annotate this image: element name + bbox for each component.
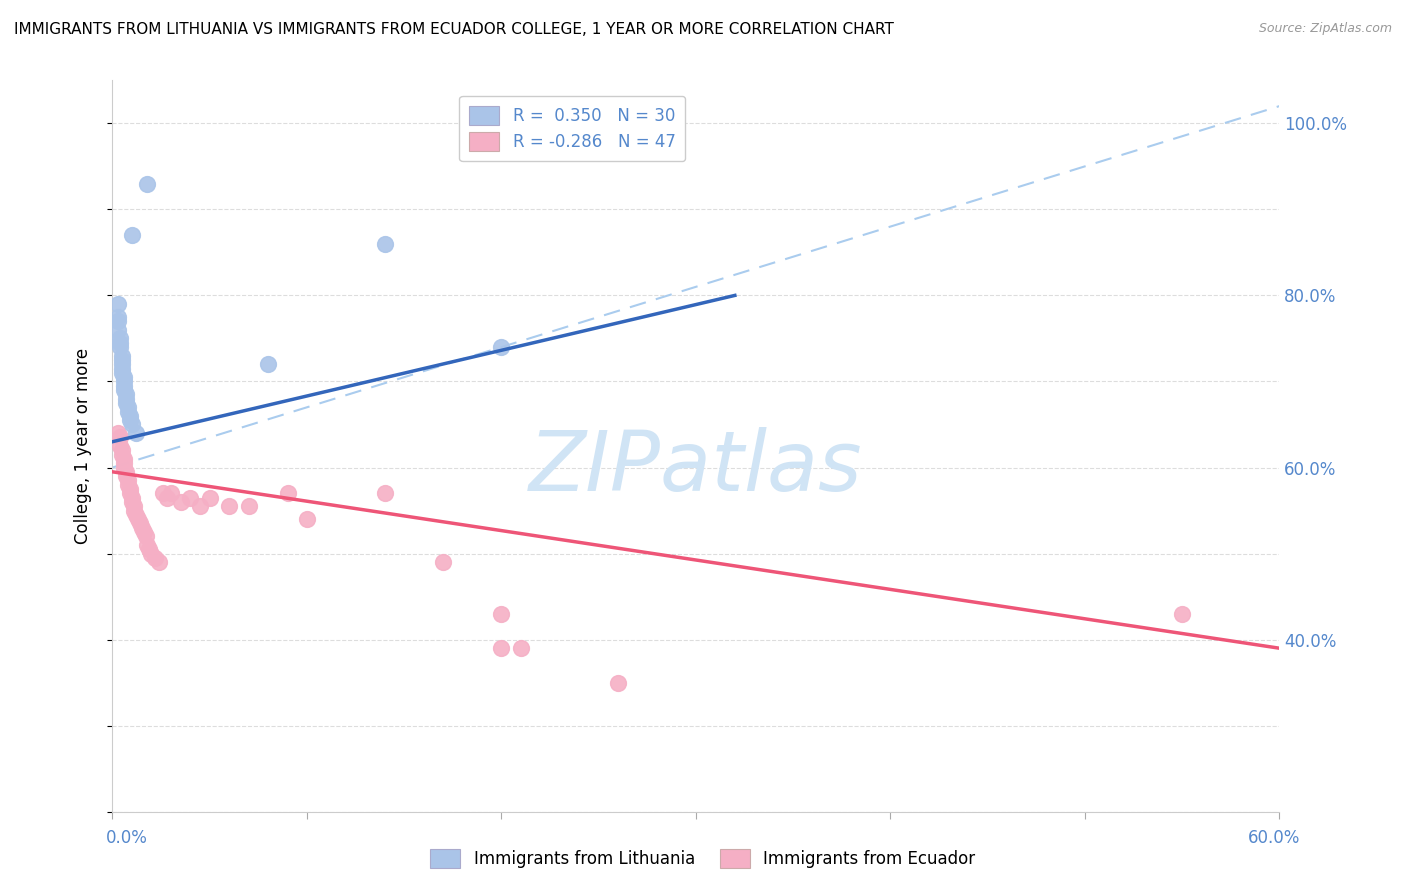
Point <box>107 314 129 328</box>
Point <box>117 401 139 415</box>
Point <box>295 512 318 526</box>
Point <box>115 387 138 401</box>
Point <box>107 297 129 311</box>
Point <box>276 486 298 500</box>
Point <box>118 486 141 500</box>
Point <box>115 465 138 479</box>
Point <box>112 451 135 466</box>
Point <box>179 491 201 505</box>
Point <box>112 460 135 475</box>
Point <box>132 524 155 539</box>
Point <box>112 370 135 384</box>
Point <box>432 555 454 569</box>
Point <box>112 383 135 397</box>
Point <box>115 396 138 410</box>
Point <box>169 495 191 509</box>
Point <box>160 486 183 500</box>
Point <box>125 508 148 522</box>
Point <box>238 500 260 514</box>
Point <box>121 417 143 432</box>
Point <box>110 340 132 354</box>
Point <box>110 430 132 444</box>
Point <box>107 426 129 441</box>
Point <box>111 353 134 368</box>
Point <box>491 641 513 656</box>
Point <box>117 404 139 418</box>
Point <box>141 547 163 561</box>
Point <box>112 375 135 389</box>
Point <box>115 392 138 406</box>
Point <box>491 340 513 354</box>
Point <box>136 538 159 552</box>
Point <box>111 349 134 363</box>
Point <box>374 236 396 251</box>
Point <box>135 529 157 543</box>
Point <box>118 413 141 427</box>
Point <box>110 335 132 350</box>
Text: 60.0%: 60.0% <box>1249 829 1301 847</box>
Text: ZIPatlas: ZIPatlas <box>529 427 863 508</box>
Point <box>118 482 141 496</box>
Point <box>118 409 141 423</box>
Point <box>112 378 135 392</box>
Point <box>111 361 134 376</box>
Point <box>112 456 135 470</box>
Legend: Immigrants from Lithuania, Immigrants from Ecuador: Immigrants from Lithuania, Immigrants fr… <box>423 842 983 875</box>
Point <box>1171 607 1194 621</box>
Text: 0.0%: 0.0% <box>105 829 148 847</box>
Point <box>491 607 513 621</box>
Point <box>117 474 139 488</box>
Point <box>111 443 134 458</box>
Point <box>188 500 211 514</box>
Point <box>107 323 129 337</box>
Point <box>111 448 134 462</box>
Y-axis label: College, 1 year or more: College, 1 year or more <box>73 348 91 544</box>
Point <box>257 357 280 371</box>
Point <box>111 366 134 380</box>
Point <box>110 331 132 345</box>
Point <box>374 486 396 500</box>
Point <box>152 486 174 500</box>
Point <box>128 516 150 531</box>
Point <box>122 503 145 517</box>
Point <box>125 426 148 441</box>
Point <box>143 550 166 565</box>
Point <box>111 357 134 371</box>
Point <box>110 439 132 453</box>
Point <box>121 491 143 505</box>
Point <box>117 477 139 491</box>
Point <box>121 228 143 243</box>
Point <box>148 555 170 569</box>
Point <box>122 500 145 514</box>
Point <box>218 500 240 514</box>
Point <box>115 469 138 483</box>
Text: Source: ZipAtlas.com: Source: ZipAtlas.com <box>1258 22 1392 36</box>
Point <box>198 491 221 505</box>
Point <box>121 495 143 509</box>
Point <box>136 177 159 191</box>
Point <box>127 512 149 526</box>
Point <box>509 641 531 656</box>
Point <box>131 521 153 535</box>
Point <box>107 310 129 324</box>
Point <box>156 491 179 505</box>
Point <box>607 675 630 690</box>
Point <box>138 542 160 557</box>
Text: IMMIGRANTS FROM LITHUANIA VS IMMIGRANTS FROM ECUADOR COLLEGE, 1 YEAR OR MORE COR: IMMIGRANTS FROM LITHUANIA VS IMMIGRANTS … <box>14 22 894 37</box>
Legend: R =  0.350   N = 30, R = -0.286   N = 47: R = 0.350 N = 30, R = -0.286 N = 47 <box>460 96 686 161</box>
